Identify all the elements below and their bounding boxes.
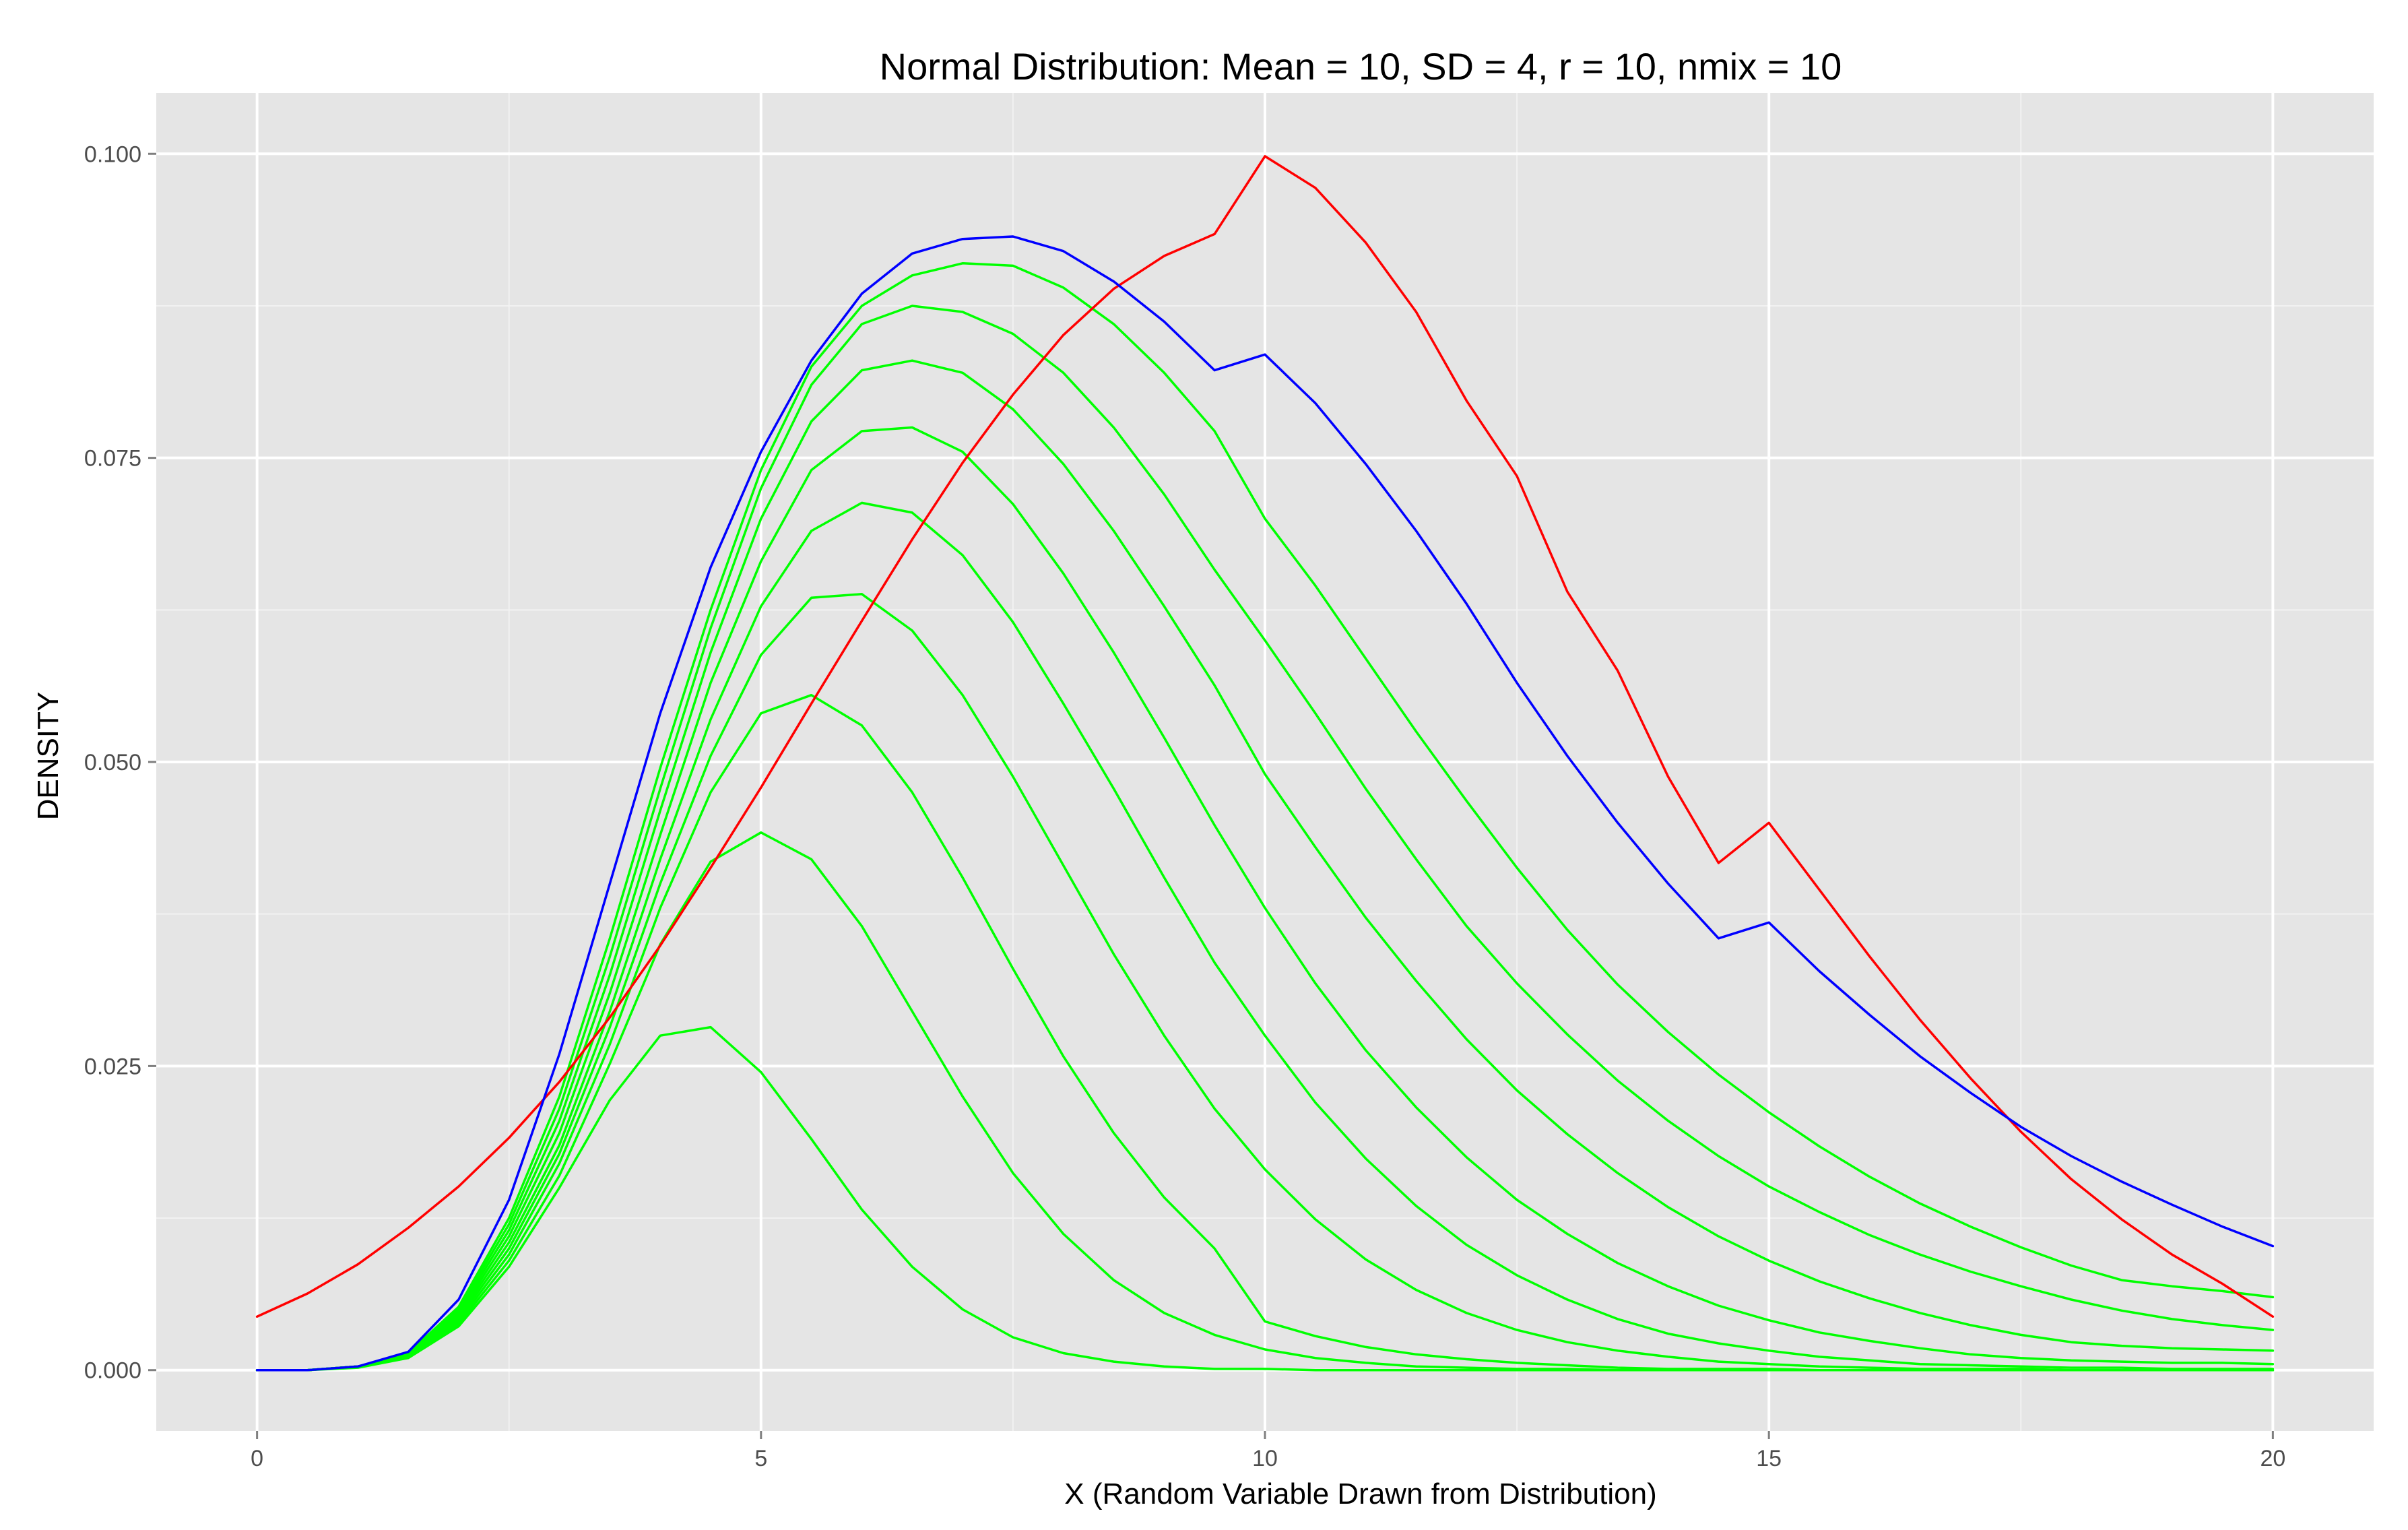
series-line-green-3 xyxy=(255,305,2275,1372)
series-line-green-10 xyxy=(255,1025,2275,1372)
y-tick-label: 0.050 xyxy=(84,750,141,775)
chart-title: Normal Distribution: Mean = 10, SD = 4, … xyxy=(880,45,1842,88)
y-tick-label: 0.025 xyxy=(84,1054,141,1079)
x-tick-label: 0 xyxy=(251,1446,263,1471)
y-tick-label: 0.000 xyxy=(84,1358,141,1384)
x-tick-label: 5 xyxy=(754,1446,767,1471)
x-tick-label: 20 xyxy=(2260,1446,2285,1471)
y-tick-label: 0.100 xyxy=(84,141,141,167)
series-line-green-6 xyxy=(255,501,2275,1372)
y-axis-ticks: 0.000 0.025 0.050 0.075 0.100 xyxy=(84,141,156,1384)
series-line-red-0 xyxy=(255,155,2275,1318)
series-line-green-7 xyxy=(255,593,2275,1372)
x-tick-label: 15 xyxy=(1756,1446,1782,1471)
series-lines xyxy=(255,155,2275,1372)
x-axis-ticks: 0 5 10 15 20 xyxy=(251,1431,2285,1471)
series-line-green-4 xyxy=(255,359,2275,1372)
y-tick-label: 0.075 xyxy=(84,446,141,472)
major-gridlines xyxy=(156,93,2374,1431)
y-axis-title: DENSITY xyxy=(32,692,65,821)
x-tick-label: 10 xyxy=(1252,1446,1278,1471)
series-line-green-2 xyxy=(255,262,2275,1372)
series-line-blue-1 xyxy=(255,235,2275,1372)
x-axis-title: X (Random Variable Drawn from Distributi… xyxy=(1064,1477,1656,1510)
